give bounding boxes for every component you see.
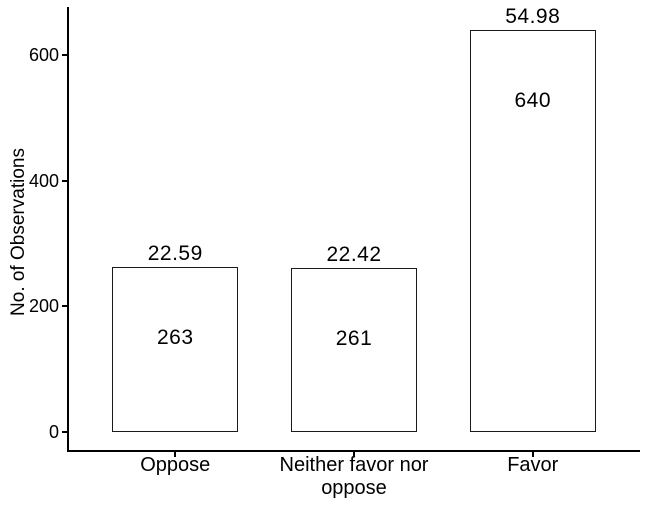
- bar: [469, 29, 596, 432]
- y-tick-label: 200: [28, 296, 59, 317]
- y-tick-label: 400: [28, 170, 59, 191]
- x-tick-label: Oppose: [140, 454, 211, 476]
- x-tick-mark: [174, 452, 177, 457]
- bar: [291, 268, 417, 432]
- count-label: 640: [514, 88, 552, 112]
- x-tick-label: Favor: [507, 454, 559, 476]
- x-tick-mark: [531, 452, 534, 457]
- y-tick-label: 600: [28, 45, 59, 65]
- y-tick-label: 0: [48, 422, 59, 442]
- x-tick-label: Neither favor nor oppose: [279, 454, 429, 499]
- y-tick-mark: [62, 305, 67, 308]
- count-label: 263: [156, 325, 194, 349]
- y-axis-line: [67, 7, 69, 452]
- bar: [112, 266, 239, 432]
- y-tick-mark: [62, 179, 67, 182]
- percent-label: 22.59: [147, 241, 203, 265]
- y-tick-mark: [62, 431, 67, 433]
- percent-label: 22.42: [326, 243, 382, 266]
- percent-label: 54.98: [505, 4, 561, 28]
- count-label: 261: [335, 327, 373, 350]
- x-axis-line: [67, 450, 640, 452]
- y-tick-mark: [62, 54, 67, 56]
- x-tick-mark: [353, 452, 355, 457]
